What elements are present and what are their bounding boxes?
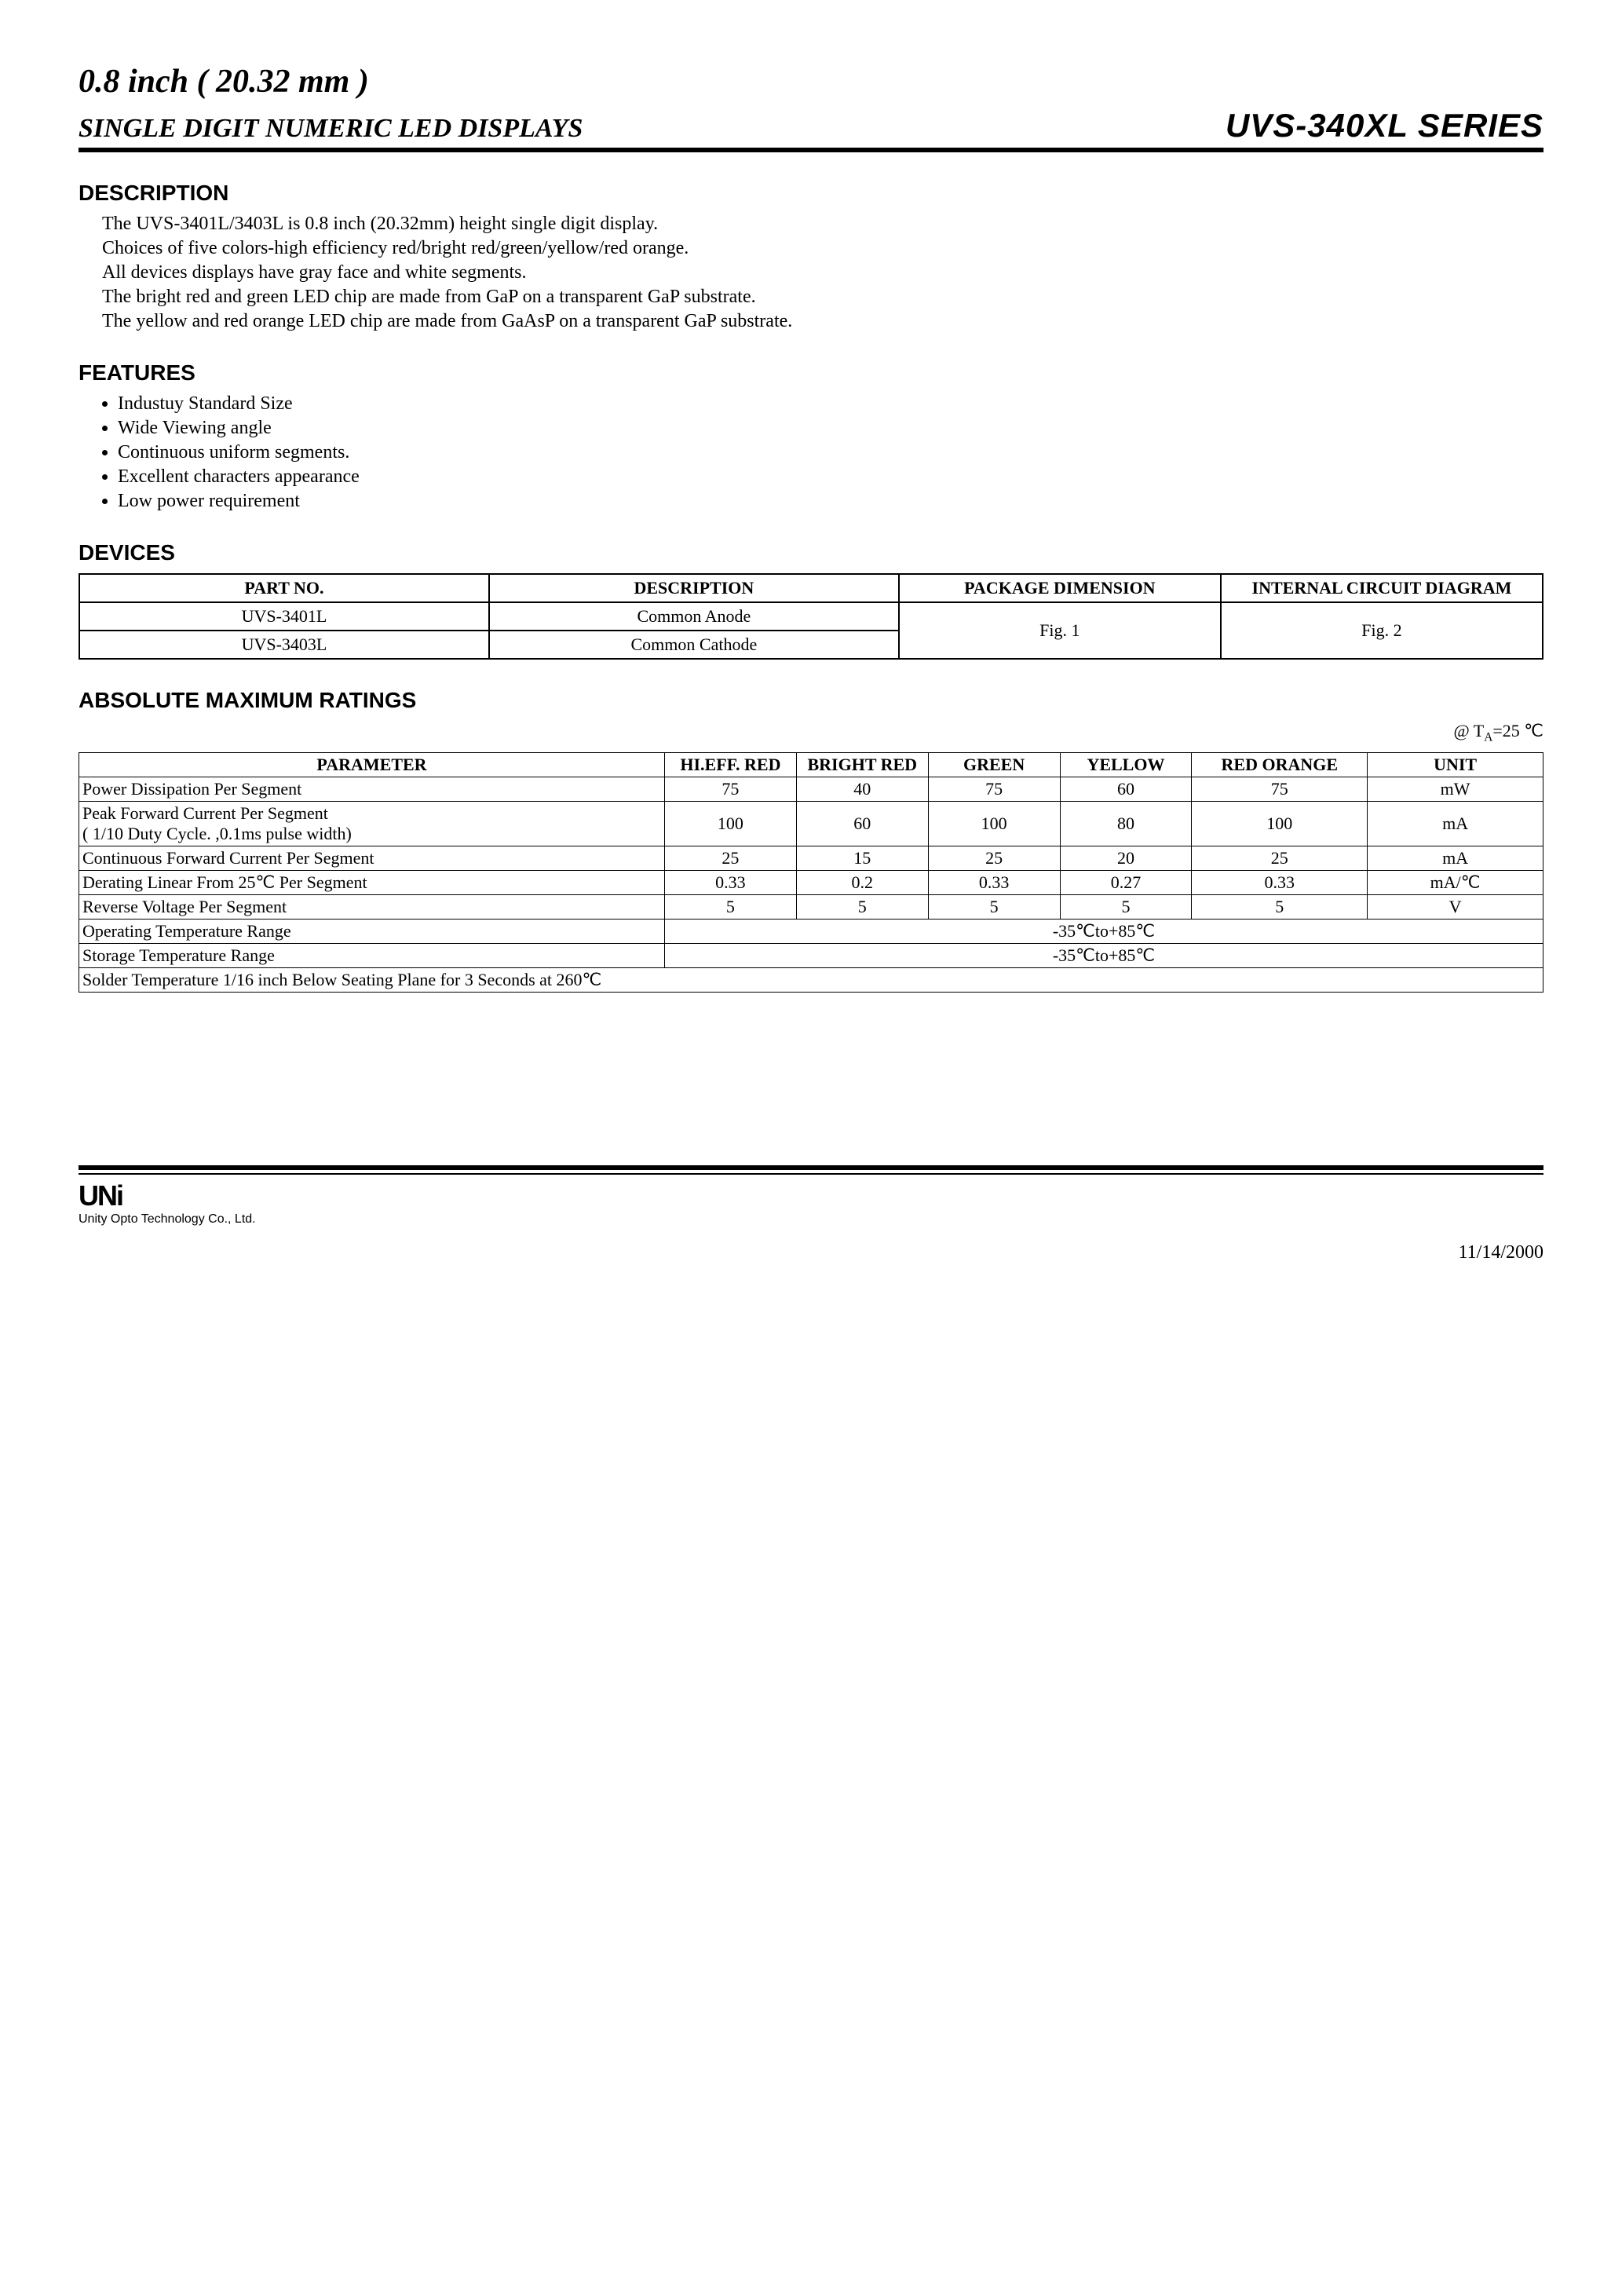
col-part-no: PART NO.: [79, 574, 489, 602]
document-date: 11/14/2000: [79, 1242, 1543, 1263]
value-cell: 5: [796, 895, 928, 919]
description-line: Choices of five colors-high efficiency r…: [102, 238, 1543, 259]
value-cell: 75: [1192, 777, 1368, 802]
value-cell: 5: [1192, 895, 1368, 919]
value-cell: 25: [1192, 846, 1368, 871]
circuit-fig: Fig. 2: [1221, 602, 1543, 659]
description-line: The UVS-3401L/3403L is 0.8 inch (20.32mm…: [102, 214, 1543, 235]
col-package: PACKAGE DIMENSION: [899, 574, 1221, 602]
footer-rule-thick: [79, 1165, 1543, 1170]
feature-item: Low power requirement: [118, 491, 1543, 512]
devices-header-row: PART NO. DESCRIPTION PACKAGE DIMENSION I…: [79, 574, 1543, 602]
value-cell: 80: [1060, 802, 1192, 846]
col-green: GREEN: [928, 753, 1060, 777]
col-parameter: PARAMETER: [79, 753, 665, 777]
title-size: 0.8 inch ( 20.32 mm ): [79, 63, 1543, 101]
value-cell: 5: [665, 895, 797, 919]
span-value-cell: -35℃to+85℃: [665, 944, 1543, 968]
parameter-cell: Reverse Voltage Per Segment: [79, 895, 665, 919]
value-cell: 5: [1060, 895, 1192, 919]
parameter-cell: Peak Forward Current Per Segment ( 1/10 …: [79, 802, 665, 846]
description-body: The UVS-3401L/3403L is 0.8 inch (20.32mm…: [79, 214, 1543, 332]
value-cell: 0.33: [928, 871, 1060, 895]
feature-item: Continuous uniform segments.: [118, 442, 1543, 463]
col-bright-red: BRIGHT RED: [796, 753, 928, 777]
value-cell: 40: [796, 777, 928, 802]
part-desc: Common Cathode: [489, 631, 899, 659]
features-list: Industuy Standard Size Wide Viewing angle…: [94, 393, 1543, 512]
part-no: UVS-3403L: [79, 631, 489, 659]
footer-block: UNi Unity Opto Technology Co., Ltd.: [79, 1179, 1543, 1227]
unit-cell: V: [1368, 895, 1543, 919]
devices-table: PART NO. DESCRIPTION PACKAGE DIMENSION I…: [79, 573, 1543, 660]
package-fig: Fig. 1: [899, 602, 1221, 659]
full-span-cell: Solder Temperature 1/16 inch Below Seati…: [79, 968, 1543, 993]
col-unit: UNIT: [1368, 753, 1543, 777]
ratings-row: Power Dissipation Per Segment7540756075m…: [79, 777, 1543, 802]
description-line: The yellow and red orange LED chip are m…: [102, 311, 1543, 332]
col-circuit: INTERNAL CIRCUIT DIAGRAM: [1221, 574, 1543, 602]
company-logo: UNi: [79, 1179, 1543, 1212]
ratings-table: PARAMETER HI.EFF. RED BRIGHT RED GREEN Y…: [79, 752, 1543, 993]
ratings-full-row: Solder Temperature 1/16 inch Below Seati…: [79, 968, 1543, 993]
ratings-row: Derating Linear From 25℃ Per Segment0.33…: [79, 871, 1543, 895]
col-red-orange: RED ORANGE: [1192, 753, 1368, 777]
devices-heading: DEVICES: [79, 540, 1543, 565]
feature-item: Wide Viewing angle: [118, 418, 1543, 439]
col-hieff-red: HI.EFF. RED: [665, 753, 797, 777]
value-cell: 100: [928, 802, 1060, 846]
ratings-span-row: Storage Temperature Range-35℃to+85℃: [79, 944, 1543, 968]
ratings-row: Reverse Voltage Per Segment55555V: [79, 895, 1543, 919]
unit-cell: mA/℃: [1368, 871, 1543, 895]
description-line: The bright red and green LED chip are ma…: [102, 287, 1543, 308]
value-cell: 100: [1192, 802, 1368, 846]
footer-rule-thin: [79, 1173, 1543, 1175]
ratings-heading: ABSOLUTE MAXIMUM RATINGS: [79, 688, 1543, 713]
value-cell: 75: [928, 777, 1060, 802]
parameter-cell: Operating Temperature Range: [79, 919, 665, 944]
part-desc: Common Anode: [489, 602, 899, 631]
value-cell: 75: [665, 777, 797, 802]
value-cell: 100: [665, 802, 797, 846]
ratings-condition: @ TA=25 ℃: [79, 721, 1543, 744]
parameter-cell: Derating Linear From 25℃ Per Segment: [79, 871, 665, 895]
value-cell: 0.33: [665, 871, 797, 895]
feature-item: Industuy Standard Size: [118, 393, 1543, 415]
ratings-row: Peak Forward Current Per Segment ( 1/10 …: [79, 802, 1543, 846]
value-cell: 0.27: [1060, 871, 1192, 895]
description-line: All devices displays have gray face and …: [102, 262, 1543, 283]
value-cell: 0.33: [1192, 871, 1368, 895]
value-cell: 5: [928, 895, 1060, 919]
parameter-cell: Continuous Forward Current Per Segment: [79, 846, 665, 871]
title-row: SINGLE DIGIT NUMERIC LED DISPLAYS UVS-34…: [79, 107, 1543, 152]
ratings-header-row: PARAMETER HI.EFF. RED BRIGHT RED GREEN Y…: [79, 753, 1543, 777]
description-heading: DESCRIPTION: [79, 181, 1543, 206]
title-series: UVS-340XL SERIES: [1226, 107, 1543, 144]
value-cell: 60: [1060, 777, 1192, 802]
value-cell: 20: [1060, 846, 1192, 871]
feature-item: Excellent characters appearance: [118, 466, 1543, 488]
col-description: DESCRIPTION: [489, 574, 899, 602]
col-yellow: YELLOW: [1060, 753, 1192, 777]
value-cell: 15: [796, 846, 928, 871]
unit-cell: mA: [1368, 846, 1543, 871]
value-cell: 0.2: [796, 871, 928, 895]
value-cell: 25: [928, 846, 1060, 871]
ratings-row: Continuous Forward Current Per Segment25…: [79, 846, 1543, 871]
parameter-cell: Power Dissipation Per Segment: [79, 777, 665, 802]
company-name: Unity Opto Technology Co., Ltd.: [79, 1212, 1543, 1227]
features-heading: FEATURES: [79, 360, 1543, 386]
title-subtitle: SINGLE DIGIT NUMERIC LED DISPLAYS: [79, 114, 583, 144]
value-cell: 25: [665, 846, 797, 871]
parameter-cell: Storage Temperature Range: [79, 944, 665, 968]
value-cell: 60: [796, 802, 928, 846]
unit-cell: mW: [1368, 777, 1543, 802]
part-no: UVS-3401L: [79, 602, 489, 631]
span-value-cell: -35℃to+85℃: [665, 919, 1543, 944]
unit-cell: mA: [1368, 802, 1543, 846]
devices-row: UVS-3401L Common Anode Fig. 1 Fig. 2: [79, 602, 1543, 631]
ratings-span-row: Operating Temperature Range-35℃to+85℃: [79, 919, 1543, 944]
